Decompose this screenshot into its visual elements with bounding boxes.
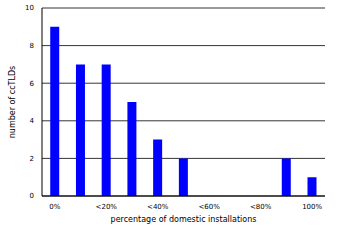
svg-text:<20%: <20% [96, 203, 118, 211]
svg-text:<40%: <40% [147, 203, 169, 211]
svg-text:number of ccTLDs: number of ccTLDs [8, 66, 17, 139]
svg-text:10: 10 [25, 4, 34, 12]
svg-text:<80%: <80% [250, 203, 272, 211]
svg-text:2: 2 [30, 155, 34, 163]
svg-text:6: 6 [30, 80, 35, 88]
svg-text:8: 8 [30, 42, 34, 50]
svg-text:0: 0 [30, 192, 34, 200]
svg-text:percentage of domestic install: percentage of domestic installations [111, 215, 257, 224]
svg-text:0%: 0% [49, 203, 60, 211]
svg-text:<60%: <60% [199, 203, 221, 211]
svg-text:4: 4 [30, 117, 35, 125]
svg-text:100%: 100% [302, 203, 322, 211]
